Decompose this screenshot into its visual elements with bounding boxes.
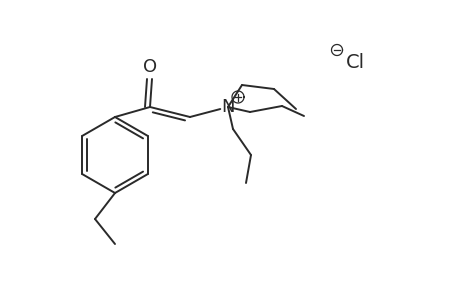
Text: Cl: Cl [345, 52, 364, 71]
Text: N: N [221, 98, 234, 116]
Text: O: O [143, 58, 157, 76]
